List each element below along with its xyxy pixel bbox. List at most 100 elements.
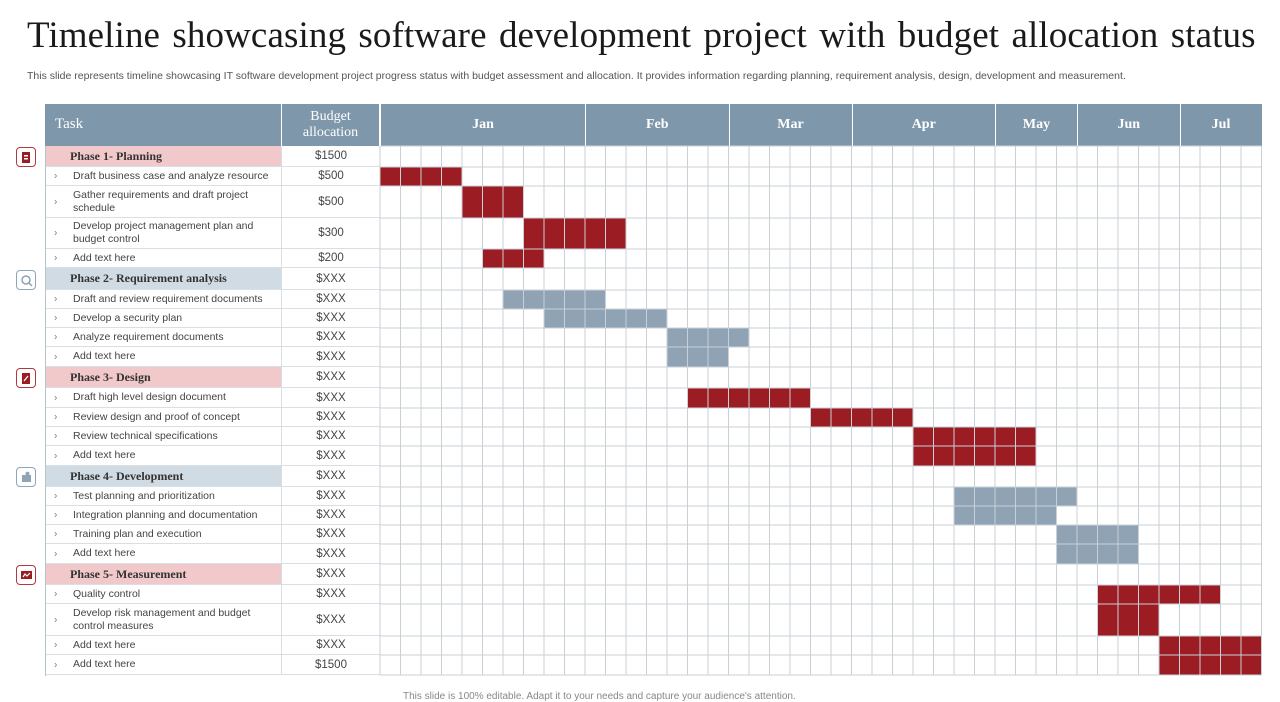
task-column-header: Task bbox=[45, 104, 281, 146]
gantt-bar-cell bbox=[1179, 655, 1200, 675]
chevron-right-icon: › bbox=[54, 639, 58, 651]
gantt-bar-cell bbox=[1097, 585, 1118, 604]
gantt-bar-cell bbox=[1015, 446, 1036, 466]
gantt-bar-cell bbox=[421, 167, 442, 186]
gantt-bar-cell bbox=[974, 506, 995, 525]
task-cell: › Draft high level design document bbox=[46, 388, 281, 407]
gantt-bar-cell bbox=[482, 186, 503, 218]
gantt-bar-cell bbox=[872, 408, 893, 427]
task-row: › Training plan and execution $XXX bbox=[46, 525, 380, 544]
gantt-bar-cell bbox=[667, 347, 688, 367]
planning-icon bbox=[16, 147, 36, 167]
month-header-may: May bbox=[995, 104, 1077, 146]
gantt-bar-cell bbox=[1118, 544, 1139, 564]
gantt-bar-cell bbox=[933, 446, 954, 466]
gantt-bar-cell bbox=[892, 408, 913, 427]
budget-cell: $XXX bbox=[281, 525, 380, 543]
footer-note: This slide is 100% editable. Adapt it to… bbox=[403, 691, 796, 702]
gantt-bar-cell bbox=[1200, 585, 1221, 604]
phase-row: Phase 4- Development $XXX bbox=[46, 466, 380, 487]
gantt-bar-cell bbox=[687, 388, 708, 408]
table-left-border bbox=[45, 146, 46, 676]
magnifier-icon bbox=[16, 270, 36, 290]
gantt-bar-cell bbox=[1077, 544, 1098, 564]
phase-label: Phase 1- Planning bbox=[70, 148, 163, 163]
gantt-bar-cell bbox=[482, 249, 503, 268]
gantt-bar-cell bbox=[1015, 487, 1036, 506]
phase-row: Phase 5- Measurement $XXX bbox=[46, 564, 380, 585]
task-cell: › Draft and review requirement documents bbox=[46, 290, 281, 308]
budget-cell: $XXX bbox=[281, 506, 380, 524]
chevron-right-icon: › bbox=[54, 351, 58, 362]
gantt-bar-cell bbox=[687, 328, 708, 347]
gantt-bar-cell bbox=[626, 309, 647, 328]
budget-cell: $XXX bbox=[281, 636, 380, 654]
task-cell: › Review technical specifications bbox=[46, 427, 281, 445]
gantt-bar-cell bbox=[728, 328, 749, 347]
gantt-bar-cell bbox=[954, 427, 975, 446]
gantt-bar-cell bbox=[687, 347, 708, 367]
task-label: Draft and review requirement documents bbox=[73, 292, 263, 305]
phase-cell: Phase 4- Development bbox=[46, 466, 281, 486]
gantt-bar-cell bbox=[544, 309, 565, 328]
gantt-bar-cell bbox=[913, 446, 934, 466]
gantt-bar-cell bbox=[585, 309, 606, 328]
chevron-right-icon: › bbox=[54, 312, 58, 324]
month-header-jan: Jan bbox=[380, 104, 585, 146]
task-cell: › Add text here bbox=[46, 655, 281, 674]
task-cell: › Training plan and execution bbox=[46, 525, 281, 543]
gantt-bar-cell bbox=[462, 186, 483, 218]
task-cell: › Review design and proof of concept bbox=[46, 408, 281, 426]
gantt-bar-cell bbox=[995, 446, 1016, 466]
gantt-bar-cell bbox=[1118, 585, 1139, 604]
chevron-right-icon: › bbox=[54, 490, 58, 502]
task-row: › Review design and proof of concept $XXX bbox=[46, 408, 380, 427]
task-cell: › Gather requirements and draft project s… bbox=[46, 186, 281, 217]
budget-cell: $XXX bbox=[281, 290, 380, 308]
gantt-bar-cell bbox=[708, 347, 729, 367]
budget-cell: $XXX bbox=[281, 328, 380, 346]
gantt-bar-cell bbox=[400, 167, 421, 186]
chevron-right-icon: › bbox=[54, 331, 58, 343]
task-row: › Add text here $XXX bbox=[46, 636, 380, 655]
chevron-right-icon: › bbox=[54, 170, 58, 182]
budget-cell: $500 bbox=[281, 186, 380, 217]
phase-row: Phase 3- Design $XXX bbox=[46, 367, 380, 388]
task-label: Add text here bbox=[73, 449, 136, 461]
gantt-bar-cell bbox=[544, 218, 565, 249]
budget-cell: $1500 bbox=[281, 655, 380, 674]
month-header-feb: Feb bbox=[585, 104, 729, 146]
budget-cell: $XXX bbox=[281, 309, 380, 327]
gantt-bar-cell bbox=[1036, 506, 1057, 525]
task-label: Quality control bbox=[73, 587, 141, 600]
task-label: Add text here bbox=[73, 350, 136, 362]
task-row: › Test planning and prioritization $XXX bbox=[46, 487, 380, 506]
month-header-apr: Apr bbox=[851, 104, 995, 146]
gantt-bar-cell bbox=[1015, 506, 1036, 525]
gantt-bar-cell bbox=[933, 427, 954, 446]
gantt-bar-cell bbox=[851, 408, 872, 427]
budget-cell: $XXX bbox=[281, 564, 380, 584]
gantt-bar-cell bbox=[523, 218, 544, 249]
phase-cell: Phase 3- Design bbox=[46, 367, 281, 387]
gantt-bar-cell bbox=[913, 427, 934, 446]
gantt-bar-cell bbox=[1118, 525, 1139, 544]
chevron-right-icon: › bbox=[54, 411, 58, 423]
budget-cell: $XXX bbox=[281, 427, 380, 445]
gantt-bar-cell bbox=[1056, 525, 1077, 544]
task-row: › Develop risk management and budget cont… bbox=[46, 604, 380, 636]
task-row: › Add text here $XXX bbox=[46, 446, 380, 466]
gantt-bar-cell bbox=[1118, 604, 1139, 636]
task-label: Review technical specifications bbox=[73, 429, 218, 442]
chevron-right-icon: › bbox=[54, 588, 58, 600]
chevron-right-icon: › bbox=[54, 293, 58, 305]
task-label: Develop risk management and budget contr… bbox=[73, 606, 251, 632]
gantt-bar-cell bbox=[1200, 655, 1221, 675]
gantt-bar-cell bbox=[995, 487, 1016, 506]
gantt-bar-cell bbox=[790, 388, 811, 408]
gantt-bar-cell bbox=[564, 218, 585, 249]
budget-cell: $200 bbox=[281, 249, 380, 267]
gantt-bar-cell bbox=[1097, 604, 1118, 636]
gantt-bar-cell bbox=[1179, 585, 1200, 604]
presentation-icon bbox=[16, 565, 36, 585]
